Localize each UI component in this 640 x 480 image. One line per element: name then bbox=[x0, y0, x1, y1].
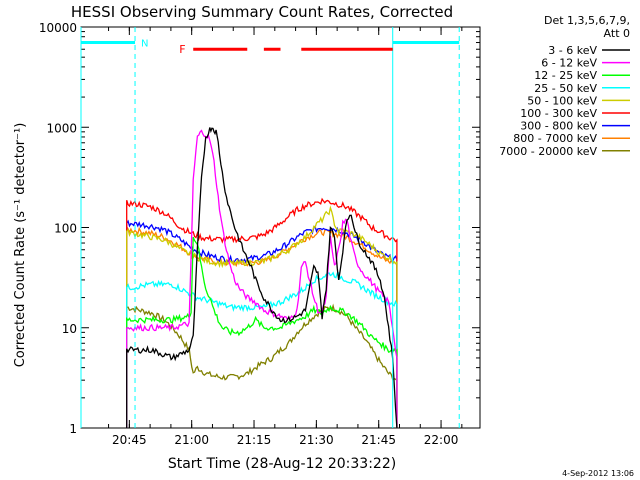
y-tick-label: 1000 bbox=[46, 121, 77, 135]
y-axis-label: Corrected Count Rate (s⁻¹ detector⁻¹) bbox=[13, 123, 28, 368]
legend-label: 100 - 300 keV bbox=[520, 107, 597, 120]
x-axis-label: Start Time (28-Aug-12 20:33:22) bbox=[168, 456, 396, 472]
series-line-100-300keV bbox=[126, 197, 398, 428]
f-label: F bbox=[179, 43, 185, 56]
legend-label: 25 - 50 keV bbox=[534, 82, 597, 95]
legend-label: 12 - 25 keV bbox=[534, 69, 597, 82]
series-line-12-25keV bbox=[126, 236, 398, 428]
y-tick-label: 10 bbox=[62, 322, 77, 336]
x-tick-label: 22:00 bbox=[424, 433, 459, 447]
series-line-50-100keV bbox=[126, 205, 398, 428]
footer-date: 4-Sep-2012 13:06 bbox=[562, 469, 634, 478]
series-line-800-7000keV bbox=[126, 224, 398, 428]
x-tick-label: 21:00 bbox=[174, 433, 209, 447]
legend-label: 50 - 100 keV bbox=[527, 94, 597, 107]
x-tick-label: 21:30 bbox=[299, 433, 334, 447]
legend-label: 7000 - 20000 keV bbox=[499, 145, 597, 158]
y-tick-label: 10000 bbox=[39, 21, 77, 35]
y-tick-label: 1 bbox=[69, 422, 77, 436]
chart-title: HESSI Observing Summary Count Rates, Cor… bbox=[71, 3, 453, 21]
legend-label: 3 - 6 keV bbox=[548, 44, 597, 57]
n-label: N bbox=[141, 39, 148, 50]
series-line-3-6keV bbox=[126, 127, 398, 429]
x-tick-label: 21:45 bbox=[361, 433, 396, 447]
legend-label: 800 - 7000 keV bbox=[513, 132, 597, 145]
y-tick-label: 100 bbox=[54, 222, 77, 236]
legend-label: 6 - 12 keV bbox=[541, 57, 597, 70]
series-line-25-50keV bbox=[126, 271, 398, 428]
legend-header-att: Att 0 bbox=[604, 27, 630, 40]
x-tick-label: 21:15 bbox=[237, 433, 272, 447]
x-tick-label: 20:45 bbox=[112, 433, 147, 447]
series-line-6-12keV bbox=[126, 129, 398, 428]
legend-header: Det 1,3,5,6,7,9, bbox=[544, 14, 630, 27]
legend-label: 300 - 800 keV bbox=[520, 120, 597, 133]
